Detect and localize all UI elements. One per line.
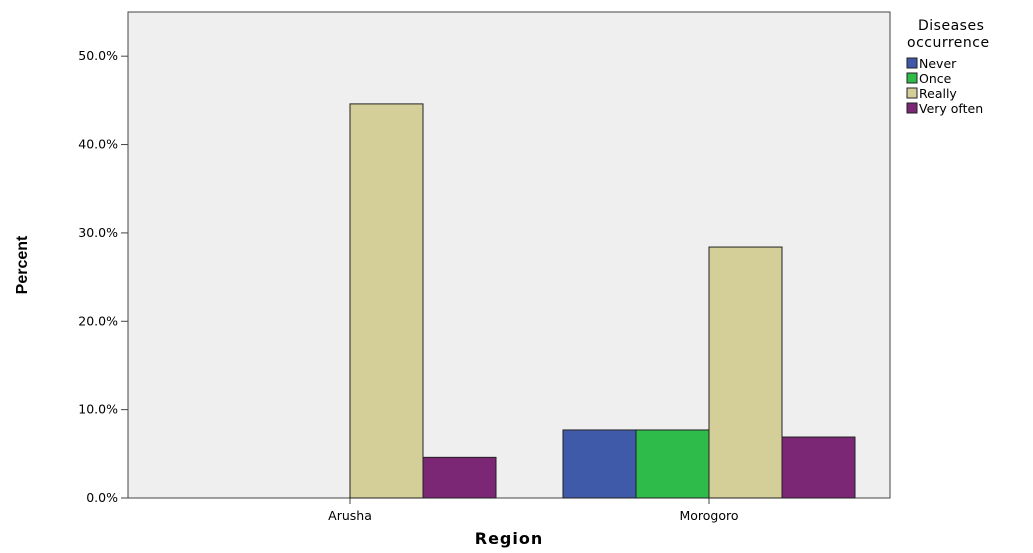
y-tick-label: 10.0% bbox=[78, 402, 118, 417]
bar-very-often-arusha bbox=[422, 456, 497, 499]
bar-once-morogoro bbox=[635, 429, 710, 499]
y-tick-label: 50.0% bbox=[78, 48, 118, 63]
y-tick-label: 20.0% bbox=[78, 313, 118, 328]
legend-label: Really bbox=[919, 86, 957, 101]
y-tick-label: 0.0% bbox=[86, 490, 118, 505]
legend-label: Never bbox=[919, 56, 957, 71]
bar-never-morogoro bbox=[562, 429, 637, 499]
y-axis: 0.0% 10.0% 20.0% 30.0% 40.0% 50.0% bbox=[78, 48, 128, 505]
legend-swatch bbox=[906, 57, 918, 69]
legend-label: Very often bbox=[919, 101, 983, 116]
bar-really-morogoro bbox=[708, 246, 783, 499]
y-axis-title: Percent bbox=[14, 235, 31, 294]
y-tick-label: 30.0% bbox=[78, 225, 118, 240]
legend-label: Once bbox=[919, 71, 952, 86]
bars-group bbox=[349, 103, 856, 499]
x-tick-label: Morogoro bbox=[679, 508, 738, 523]
legend: Diseases occurrence NeverOnceReallyVery … bbox=[906, 18, 990, 116]
bar-very-often-morogoro bbox=[781, 436, 856, 499]
legend-swatch bbox=[906, 102, 918, 114]
x-tick-label: Arusha bbox=[328, 508, 372, 523]
legend-swatch bbox=[906, 72, 918, 84]
x-axis: Arusha Morogoro bbox=[328, 498, 739, 523]
legend-title-line1: Diseases bbox=[918, 18, 984, 34]
legend-title-line2: occurrence bbox=[907, 35, 990, 51]
x-axis-title: Region bbox=[475, 529, 544, 548]
legend-swatch bbox=[906, 87, 918, 99]
y-tick-label: 40.0% bbox=[78, 137, 118, 152]
bar-really-arusha bbox=[349, 103, 424, 499]
